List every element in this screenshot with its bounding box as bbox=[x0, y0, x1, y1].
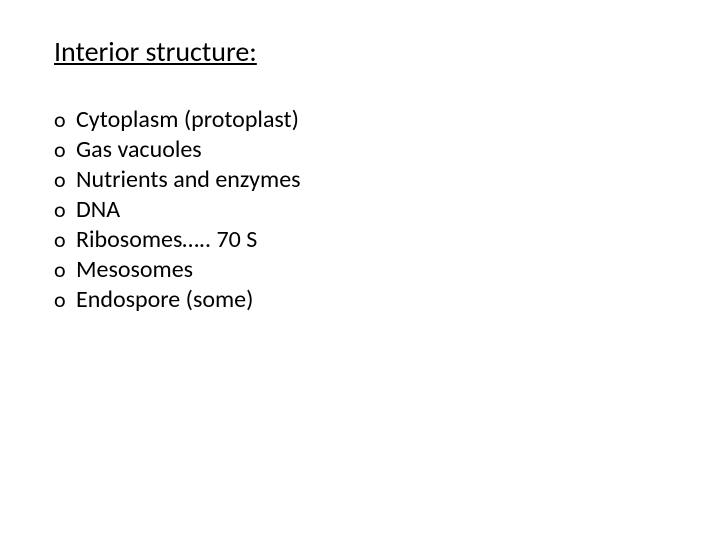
list-item-text: Endospore (some) bbox=[76, 285, 253, 315]
slide-title: Interior structure: bbox=[54, 34, 720, 69]
bullet-icon: o bbox=[54, 136, 76, 164]
list-item: o Cytoplasm (protoplast) bbox=[54, 105, 720, 135]
list-item: o Ribosomes….. 70 S bbox=[54, 225, 720, 255]
slide: Interior structure: o Cytoplasm (protopl… bbox=[0, 0, 720, 540]
list-item-text: Nutrients and enzymes bbox=[76, 165, 301, 195]
list-item-text: Ribosomes….. 70 S bbox=[76, 225, 257, 255]
list-item-text: Mesosomes bbox=[76, 255, 193, 285]
list-item: o Nutrients and enzymes bbox=[54, 165, 720, 195]
list-item-text: Gas vacuoles bbox=[76, 135, 202, 165]
bullet-icon: o bbox=[54, 106, 76, 134]
list-item: o Gas vacuoles bbox=[54, 135, 720, 165]
bullet-icon: o bbox=[54, 286, 76, 314]
list-item-text: DNA bbox=[76, 195, 120, 225]
interior-structure-list: o Cytoplasm (protoplast) o Gas vacuoles … bbox=[54, 105, 720, 315]
bullet-icon: o bbox=[54, 166, 76, 194]
bullet-icon: o bbox=[54, 196, 76, 224]
list-item: o DNA bbox=[54, 195, 720, 225]
list-item: o Endospore (some) bbox=[54, 285, 720, 315]
bullet-icon: o bbox=[54, 226, 76, 254]
list-item: o Mesosomes bbox=[54, 255, 720, 285]
list-item-text: Cytoplasm (protoplast) bbox=[76, 105, 299, 135]
bullet-icon: o bbox=[54, 256, 76, 284]
